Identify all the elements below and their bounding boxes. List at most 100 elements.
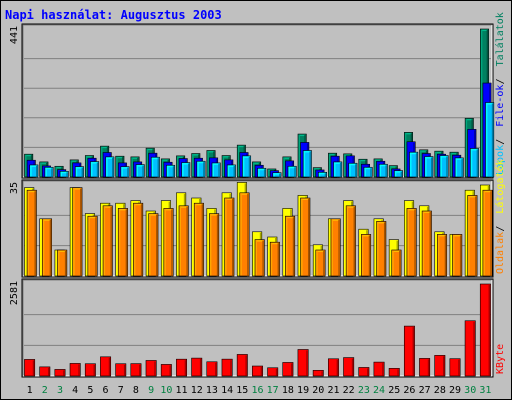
- bar-pages-day-8: [135, 164, 145, 178]
- bar-kbytes-day-26: [403, 325, 415, 377]
- bar-pages-day-31: [485, 102, 495, 178]
- bar-kbytes-day-30: [464, 320, 476, 377]
- bar-sites-day-28: [437, 234, 448, 277]
- bar-sites-day-2: [41, 218, 52, 277]
- bar-pages-day-21: [333, 161, 343, 178]
- bar-pages-day-6: [105, 156, 115, 178]
- x-tick-label: 12: [191, 385, 203, 396]
- bar-kbytes-day-24: [373, 361, 385, 377]
- y-max-label: 35: [9, 182, 20, 194]
- bar-pages-day-25: [394, 170, 403, 178]
- legend-pages: Lapok: [495, 145, 506, 175]
- bar-kbytes-day-17: [267, 367, 279, 377]
- bar-pages-day-7: [120, 166, 130, 178]
- bar-sites-day-9: [148, 213, 159, 277]
- x-tick-label: 16: [251, 385, 263, 396]
- bar-kbytes-day-20: [312, 370, 324, 377]
- x-tick-label: 8: [133, 385, 139, 396]
- bar-sites-day-11: [178, 205, 189, 277]
- bar-kbytes-day-9: [145, 360, 157, 377]
- bar-pages-day-22: [348, 162, 358, 178]
- x-tick-label: 27: [419, 385, 431, 396]
- bar-pages-day-23: [363, 166, 373, 178]
- bar-sites-day-14: [224, 197, 235, 277]
- x-tick-label: 30: [464, 385, 476, 396]
- bar-pages-day-30: [469, 148, 479, 178]
- bar-kbytes-day-8: [130, 363, 142, 377]
- bar-pages-day-20: [318, 172, 327, 178]
- bar-sites-day-13: [209, 213, 220, 277]
- bar-sites-day-25: [391, 249, 402, 277]
- bar-sites-day-8: [133, 202, 144, 277]
- bars-visitors: [24, 182, 493, 277]
- x-tick-label: 7: [118, 385, 124, 396]
- bar-kbytes-day-19: [297, 349, 309, 377]
- bar-kbytes-day-10: [160, 364, 172, 377]
- x-tick-label: 19: [297, 385, 309, 396]
- x-tick-label: 22: [343, 385, 355, 396]
- bar-sites-day-26: [406, 208, 417, 277]
- x-tick-label: 26: [403, 385, 415, 396]
- bar-kbytes-day-11: [176, 358, 187, 377]
- x-tick-label: 1: [27, 385, 33, 396]
- bar-sites-day-7: [117, 208, 128, 277]
- bar-kbytes-day-22: [343, 357, 355, 377]
- bar-sites-day-21: [330, 218, 341, 277]
- x-tick-label: 2: [42, 385, 48, 396]
- bar-pages-day-17: [272, 172, 282, 178]
- bar-pages-day-24: [378, 163, 388, 178]
- bar-kbytes-day-3: [54, 369, 66, 377]
- bar-sites-day-22: [345, 205, 356, 277]
- bar-pages-day-9: [150, 156, 160, 178]
- bar-kbytes-day-31: [479, 283, 491, 377]
- bar-kbytes-day-4: [69, 363, 81, 377]
- legend-separator: /: [495, 139, 506, 145]
- bar-pages-day-18: [287, 165, 297, 178]
- bar-sites-day-1: [26, 189, 37, 277]
- x-tick-label: 4: [72, 385, 78, 396]
- legend-traffic: Lapok / File-ok / Találatok: [494, 12, 506, 175]
- x-tick-label: 24: [373, 385, 385, 396]
- x-tick-label: 20: [312, 385, 324, 396]
- legend-visitors: Oldalak / Látogatók: [494, 159, 506, 274]
- bar-kbytes-day-21: [328, 358, 339, 377]
- chart-title: Napi használat: Augusztus 2003: [5, 8, 222, 22]
- bar-pages-day-3: [59, 170, 69, 178]
- bar-kbytes-day-15: [236, 354, 248, 377]
- legend-separator: /: [495, 78, 506, 84]
- bar-sites-day-27: [421, 210, 432, 277]
- bar-kbytes-day-16: [252, 365, 263, 377]
- bar-kbytes-day-25: [388, 368, 400, 377]
- legend-sites: Oldalak: [495, 232, 506, 274]
- bar-pages-day-26: [409, 151, 419, 178]
- chart-panels: 441 Lapok / File-ok / Találatok 35 Oldalak …: [9, 12, 506, 378]
- x-tick-label: 5: [87, 385, 93, 396]
- x-tick-label: 21: [327, 385, 339, 396]
- x-tick-label: 3: [57, 385, 63, 396]
- bar-sites-day-12: [193, 202, 204, 277]
- bar-sites-day-17: [269, 241, 280, 277]
- bar-sites-day-3: [57, 249, 68, 277]
- x-tick-label: 10: [160, 385, 172, 396]
- bar-kbytes-day-14: [221, 358, 233, 377]
- bar-sites-day-19: [300, 197, 311, 277]
- bar-sites-day-18: [285, 215, 296, 277]
- x-tick-label: 13: [206, 385, 218, 396]
- x-tick-label: 23: [358, 385, 370, 396]
- bar-sites-day-20: [315, 249, 326, 277]
- x-tick-label: 15: [236, 385, 248, 396]
- panel-traffic: 441 Lapok / File-ok / Találatok: [9, 12, 506, 179]
- bar-pages-day-11: [181, 162, 191, 178]
- bar-kbytes-day-23: [358, 367, 370, 377]
- x-axis-labels: 1 2 3 4 5 6 7 8 9 10 11 12 13 14 15 16 17 18 19 20 21 22 23 24 2…: [27, 385, 492, 396]
- bar-sites-day-31: [482, 189, 493, 277]
- legend-kbytes: KByte: [495, 344, 506, 374]
- x-tick-label: 31: [479, 385, 491, 396]
- legend-separator: /: [495, 226, 506, 232]
- bar-kbytes-day-12: [191, 357, 203, 377]
- bar-pages-day-27: [424, 156, 434, 178]
- x-tick-label: 9: [148, 385, 154, 396]
- y-max-label: 2581: [9, 281, 20, 305]
- bar-kbytes-day-28: [434, 355, 446, 377]
